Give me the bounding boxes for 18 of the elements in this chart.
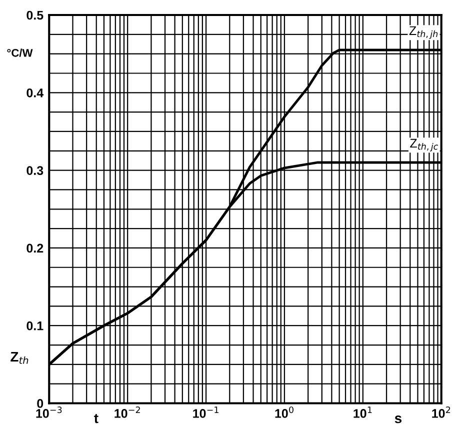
- y-tick-label: 0.5: [26, 10, 44, 20]
- y-tick-label: 0: [37, 399, 44, 408]
- x-tick-label: 10$^{−3}$: [36, 406, 62, 418]
- series-label: Z$_{th,jc}$: [410, 138, 438, 152]
- x-tick-label: 10$^{0}$: [275, 406, 294, 418]
- y-tick-label: 0.2: [26, 244, 44, 253]
- x-axis-title: t: [94, 414, 98, 424]
- text: °C/W: [7, 48, 33, 57]
- y-tick-label: 0.3: [26, 166, 44, 175]
- y-tick-label: 0.1: [26, 321, 44, 330]
- x-tick-label: 10$^{−2}$: [114, 406, 140, 418]
- x-tick-label: 10$^{1}$: [354, 406, 372, 418]
- y-tick-label: 0.4: [26, 88, 44, 98]
- x-tick-label: 10$^{−1}$: [193, 406, 218, 418]
- text: s: [394, 416, 402, 424]
- y-axis-title: Z$_{th}$: [10, 352, 28, 364]
- series-label: Z$_{th,jh}$: [409, 26, 438, 39]
- x-tick-label: 10$^{2}$: [432, 406, 450, 418]
